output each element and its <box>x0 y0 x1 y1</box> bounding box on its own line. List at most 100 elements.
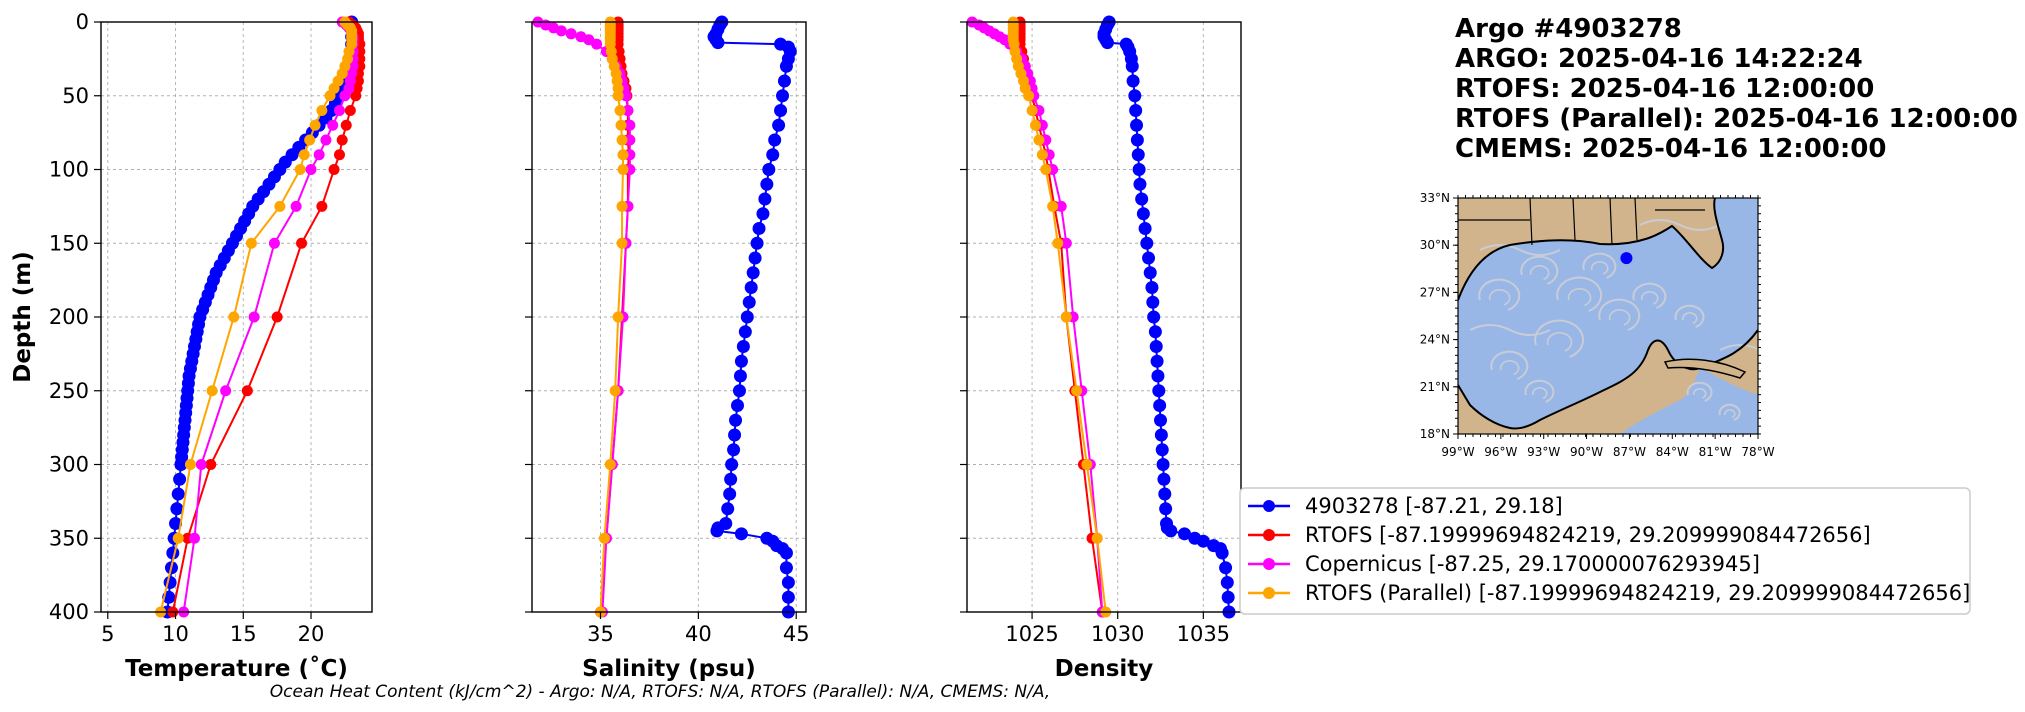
info-block: Argo #4903278 ARGO: 2025-04-16 14:22:24 … <box>1455 14 2018 164</box>
data-point <box>772 118 786 132</box>
legend-marker <box>1263 529 1275 541</box>
y-axis-label: Depth (m) <box>10 251 36 383</box>
data-point <box>1148 325 1162 339</box>
data-point <box>1145 281 1159 294</box>
y-tick-label: 200 <box>49 305 89 329</box>
streamline <box>1490 350 1529 380</box>
map-coastline-north <box>1458 198 1725 301</box>
map-lat-label: 18°N <box>1420 427 1450 441</box>
data-point <box>598 532 610 544</box>
data-point <box>565 28 577 40</box>
data-point <box>324 90 336 102</box>
panel-3: 1025 1030 1035 Density <box>960 15 1242 682</box>
streamline <box>1524 379 1555 403</box>
streamline <box>1718 403 1741 421</box>
data-point <box>736 340 750 353</box>
data-point <box>744 281 758 294</box>
data-point <box>1140 236 1154 250</box>
series-rtofs-parallel <box>155 16 358 618</box>
x-tick-label: 20 <box>298 622 325 646</box>
data-point <box>1159 502 1173 516</box>
data-point <box>1150 354 1164 368</box>
data-point <box>248 311 260 323</box>
data-point <box>756 207 770 221</box>
streamline <box>1469 324 1551 336</box>
data-point <box>742 295 756 309</box>
streamline <box>1567 288 1592 307</box>
data-point <box>1138 222 1152 235</box>
data-point <box>1091 532 1103 544</box>
legend-marker <box>1263 587 1275 599</box>
legend-item-copernicus: Copernicus [-87.25, 29.170000076293945] <box>1248 552 1760 576</box>
data-point <box>1071 385 1083 397</box>
data-point <box>624 134 636 146</box>
map-lat-label: 33°N <box>1420 191 1450 205</box>
data-point <box>296 237 308 249</box>
x-axis-label: Salinity (psu) <box>582 656 756 682</box>
data-point <box>340 119 352 131</box>
data-point <box>228 311 240 323</box>
x-tick-label: 1025 <box>1005 622 1058 646</box>
y-tick-label: 50 <box>62 84 89 108</box>
map-lon-label: 84°W <box>1656 445 1689 459</box>
streamline <box>1724 409 1736 419</box>
data-point <box>206 385 218 397</box>
x-axis-label: Density <box>1055 656 1154 682</box>
data-point <box>710 524 724 538</box>
data-point <box>1033 134 1045 146</box>
data-point <box>729 413 743 427</box>
data-point <box>1130 133 1144 147</box>
data-point <box>1052 237 1064 249</box>
map-lat-label: 30°N <box>1420 238 1450 252</box>
data-point <box>1196 534 1210 548</box>
data-point <box>1220 576 1234 589</box>
streamline <box>1639 219 1721 231</box>
streamline <box>1546 331 1573 352</box>
y-tick-label: 150 <box>49 231 89 255</box>
data-point <box>774 104 788 117</box>
axes-frame <box>966 21 1242 613</box>
data-point <box>727 443 741 457</box>
x-tick-label: 45 <box>783 622 810 646</box>
data-point <box>777 74 791 88</box>
y-tick-label: 400 <box>49 600 89 624</box>
data-point <box>1143 266 1157 280</box>
map-ocean <box>1458 198 1758 429</box>
data-point <box>245 237 257 249</box>
data-point <box>776 89 790 103</box>
data-point <box>1128 89 1142 103</box>
streamline <box>1686 381 1713 402</box>
legend-label: RTOFS (Parallel) [-87.19999694824219, 29… <box>1305 581 1970 605</box>
data-point <box>1149 340 1163 353</box>
data-point <box>1026 105 1038 116</box>
x-tick-label: 10 <box>162 622 189 646</box>
data-point <box>1177 527 1191 541</box>
data-point <box>294 164 306 175</box>
axes-frame <box>531 21 807 613</box>
data-point <box>762 163 776 176</box>
info-rtofs-time: RTOFS: 2025-04-16 12:00:00 <box>1455 74 1875 104</box>
data-point <box>290 200 302 212</box>
y-tick-label: 300 <box>49 453 89 477</box>
map-borders <box>1458 198 1705 246</box>
data-point <box>738 325 752 339</box>
data-point <box>1047 200 1059 212</box>
streamline <box>1598 298 1641 331</box>
map-lat-label: 21°N <box>1420 380 1450 394</box>
data-point <box>1130 118 1144 132</box>
data-point <box>612 90 624 102</box>
streamline <box>1478 278 1521 311</box>
data-point <box>188 532 200 544</box>
panel-2: 35 40 45 Salinity (psu) <box>525 15 810 682</box>
legend-item-rtofs-parallel: RTOFS (Parallel) [-87.19999694824219, 29… <box>1248 581 1970 605</box>
data-point <box>616 200 628 212</box>
data-point <box>728 428 742 442</box>
streamline <box>1640 291 1659 305</box>
data-point <box>304 134 316 146</box>
data-point <box>174 458 188 471</box>
data-point <box>779 546 793 560</box>
map-lon-label: 90°W <box>1570 445 1603 459</box>
data-point <box>781 590 795 604</box>
data-point <box>1153 399 1167 412</box>
data-point <box>1152 384 1166 398</box>
